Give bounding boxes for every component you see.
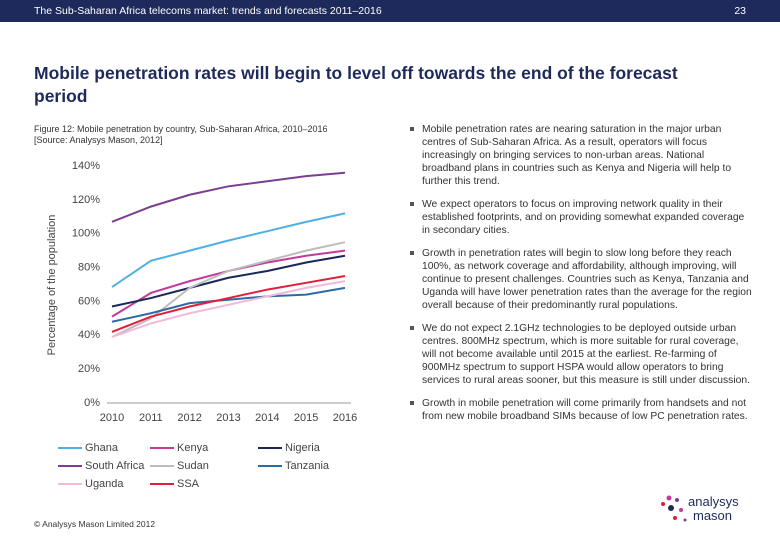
- series-line: [111, 254, 346, 308]
- copyright: © Analysys Mason Limited 2012: [34, 519, 156, 529]
- series-line: [111, 171, 346, 223]
- y-tick-label: 60%: [78, 295, 100, 307]
- y-tick-label: 40%: [78, 329, 100, 341]
- x-tick-label: 2011: [139, 412, 163, 424]
- legend-label: Ghana: [85, 442, 119, 454]
- source: [Source: Analysys Mason, 2012]: [34, 135, 163, 145]
- header-bar: [0, 0, 780, 22]
- series-line: [111, 280, 346, 338]
- y-tick-label: 20%: [78, 363, 100, 375]
- y-tick-label: 120%: [72, 194, 100, 206]
- header-title: The Sub-Saharan Africa telecoms market: …: [34, 5, 382, 17]
- page-number: 23: [734, 5, 746, 17]
- x-tick-label: 2012: [177, 412, 201, 424]
- series-line: [111, 241, 346, 338]
- caption: Figure 12: Mobile penetration by country…: [34, 124, 328, 134]
- logo-dots: [661, 495, 687, 522]
- logo-text: analysys: [688, 494, 739, 509]
- series-line: [111, 286, 346, 323]
- bullet: We do not expect 2.1GHz technologies to …: [410, 322, 755, 387]
- x-tick-label: 2010: [100, 412, 124, 424]
- bullet: Growth in penetration rates will begin t…: [410, 247, 755, 312]
- legend-label: Kenya: [177, 442, 209, 454]
- series-line: [111, 275, 346, 333]
- bullet: We expect operators to focus on improvin…: [410, 198, 755, 237]
- y-tick-label: 80%: [78, 261, 100, 273]
- x-tick-label: 2014: [255, 412, 279, 424]
- series-line: [111, 249, 346, 318]
- y-axis-title: Percentage of the population: [46, 215, 58, 356]
- bullet: Mobile penetration rates are nearing sat…: [410, 123, 755, 188]
- legend-label: Nigeria: [285, 442, 321, 454]
- bullet-list: Mobile penetration rates are nearing sat…: [410, 123, 755, 433]
- y-tick-label: 100%: [72, 228, 100, 240]
- x-tick-label: 2015: [294, 412, 318, 424]
- series-line: [111, 212, 346, 288]
- slide-title: Mobile penetration rates will begin to l…: [34, 63, 678, 106]
- x-tick-label: 2013: [216, 412, 240, 424]
- legend-label: Uganda: [85, 478, 124, 490]
- legend-label: Sudan: [177, 460, 209, 472]
- x-tick-label: 2016: [333, 412, 357, 424]
- legend-label: SSA: [177, 478, 200, 490]
- bullet: Growth in mobile penetration will come p…: [410, 397, 755, 423]
- y-tick-label: 140%: [72, 160, 100, 172]
- logo-text: mason: [693, 508, 733, 523]
- legend-label: Tanzania: [285, 460, 330, 472]
- figure-caption: Figure 12: Mobile penetration by country…: [34, 124, 328, 146]
- y-tick-label: 0%: [84, 397, 100, 409]
- chart: Percentage of the population 0% 20% 40% 60%…: [46, 160, 357, 490]
- legend-label: South Africa: [85, 460, 145, 472]
